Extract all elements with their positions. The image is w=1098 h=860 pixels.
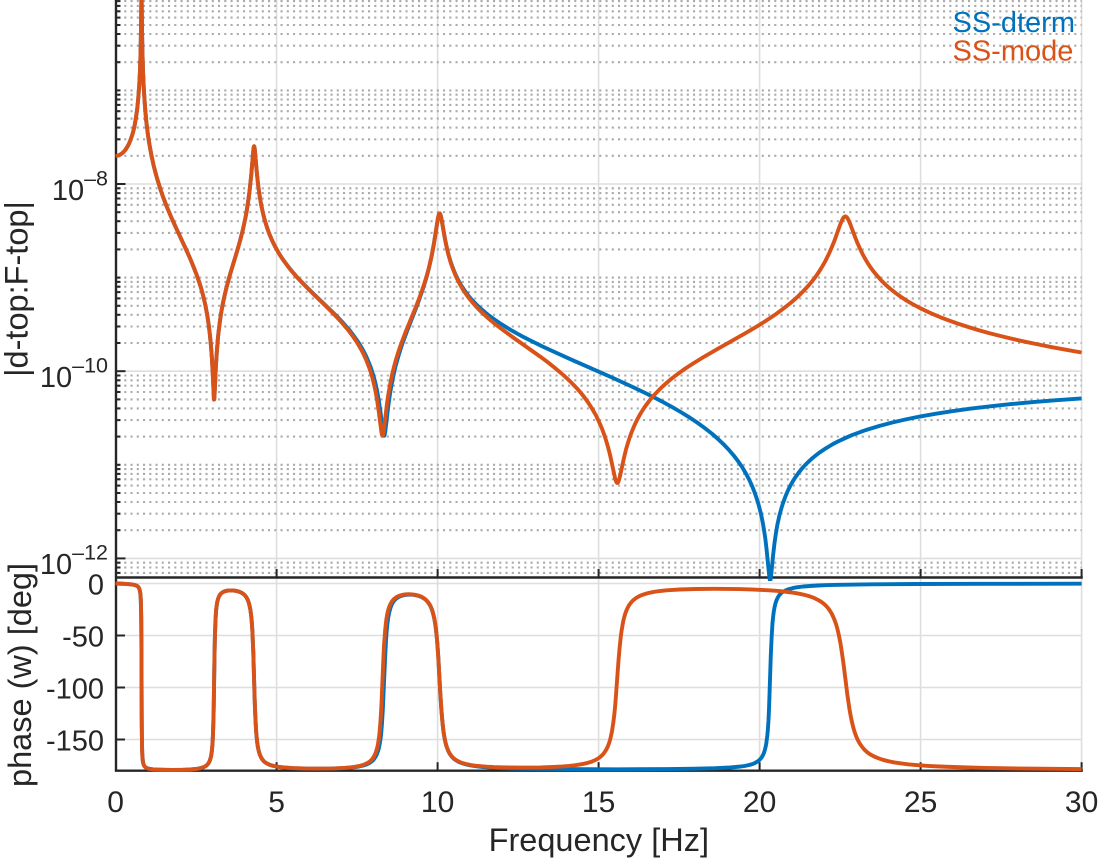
svg-text:SS-mode: SS-mode — [953, 36, 1074, 68]
svg-text:15: 15 — [582, 786, 615, 819]
svg-text:5: 5 — [268, 786, 285, 819]
svg-text:0: 0 — [88, 570, 104, 602]
svg-text:25: 25 — [904, 786, 937, 819]
svg-text:-100: -100 — [46, 674, 104, 706]
svg-text:SS-dterm: SS-dterm — [953, 7, 1075, 39]
svg-text:Frequency [Hz]: Frequency [Hz] — [489, 822, 709, 858]
svg-text:20: 20 — [743, 786, 776, 819]
svg-text:|d-top:F-top|: |d-top:F-top| — [0, 201, 35, 377]
svg-text:30: 30 — [1065, 786, 1098, 819]
svg-text:0: 0 — [107, 786, 124, 819]
svg-text:-50: -50 — [62, 622, 104, 654]
svg-text:10: 10 — [421, 786, 454, 819]
svg-text:phase (w) [deg]: phase (w) [deg] — [2, 563, 38, 787]
svg-text:-150: -150 — [46, 726, 104, 758]
